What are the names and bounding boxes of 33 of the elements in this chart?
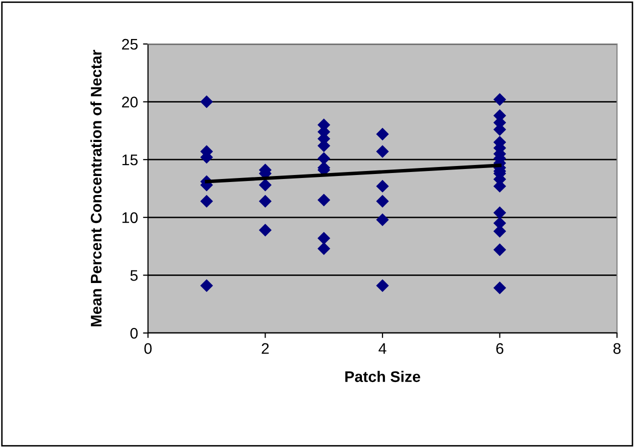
point [200, 95, 213, 108]
point [318, 152, 330, 165]
x-tick-label: 4 [378, 343, 386, 354]
point [376, 128, 389, 141]
y-tick-label: 5 [130, 270, 138, 281]
y-tick-label: 0 [130, 328, 138, 339]
point [318, 242, 330, 255]
point [493, 206, 506, 220]
point [258, 224, 272, 236]
x-tick-label: 8 [613, 343, 621, 354]
point [376, 180, 389, 193]
point [493, 282, 506, 294]
point [200, 194, 213, 208]
point [376, 194, 389, 208]
point [318, 232, 330, 245]
x-tick-label: 6 [496, 343, 504, 354]
y-tick-label: 20 [122, 96, 138, 108]
point [376, 145, 389, 158]
x-axis-title: Patch Size [345, 370, 420, 382]
point [318, 194, 330, 206]
y-tick-label: 10 [122, 212, 138, 224]
point [376, 279, 389, 292]
point [493, 93, 506, 106]
point [258, 194, 272, 208]
x-tick-label: 2 [262, 343, 269, 354]
x-tick-label: 0 [144, 343, 152, 354]
y-tick-label: 25 [122, 38, 138, 50]
y-axis-title: Mean Percent Concentration of Nectar [90, 50, 102, 326]
y-tick-label: 15 [122, 154, 138, 166]
point [258, 178, 272, 192]
point [376, 213, 389, 226]
point [200, 279, 213, 292]
point [493, 243, 506, 256]
